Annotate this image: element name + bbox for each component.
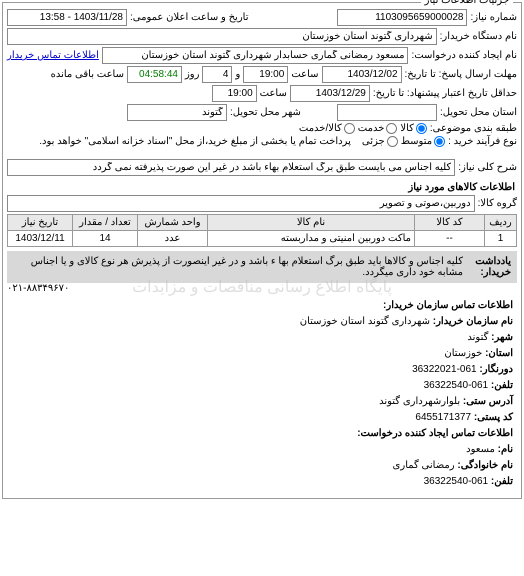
c-lname-label: نام خانوادگی:	[457, 460, 513, 471]
valid-date-input[interactable]	[290, 85, 370, 102]
class-opt-1-label: خدمت	[358, 123, 385, 134]
c-lname: رمضانی گماری	[393, 460, 455, 471]
deliver-city-label: شهر محل تحویل:	[230, 107, 301, 118]
class-opt-1[interactable]: خدمت	[358, 123, 398, 134]
process-label: نوع فرآیند خرید :	[448, 136, 517, 147]
public-dt-input[interactable]	[7, 9, 127, 26]
requester-label: نام ایجاد کننده درخواست:	[411, 50, 517, 61]
buyer-input[interactable]	[7, 28, 437, 45]
table-row: 1 -- ماکت دوربین امنیتی و مداربسته عدد 1…	[8, 231, 517, 247]
c-tel2-label: تلفن:	[491, 476, 513, 487]
valid-time-label: ساعت	[260, 88, 287, 99]
deadline-label: مهلت ارسال پاسخ: تا تاریخ:	[405, 69, 517, 80]
need-no-input[interactable]	[337, 9, 467, 26]
th-4: تعداد / مقدار	[73, 215, 138, 231]
td-3: عدد	[138, 231, 208, 247]
th-5: تاریخ نیاز	[8, 215, 73, 231]
contact-section: اطلاعات تماس سازمان خریدار: نام سازمان خ…	[7, 294, 517, 494]
process-note: پرداخت تمام یا بخشی از مبلغ خرید،از محل …	[39, 136, 351, 147]
td-4: 14	[73, 231, 138, 247]
process-opt-0-label: متوسط	[401, 136, 432, 147]
th-0: ردیف	[485, 215, 517, 231]
remain-input	[127, 66, 182, 83]
th-2: نام کالا	[208, 215, 415, 231]
buyer-label: نام دستگاه خریدار:	[440, 31, 517, 42]
th-1: کد کالا	[415, 215, 485, 231]
c-org: شهرداری گتوند استان خوزستان	[300, 316, 430, 327]
class-opt-2-label: کالا/خدمت	[299, 123, 342, 134]
goods-group-input[interactable]	[7, 195, 475, 212]
c-addr: بلوارشهرداری گتوند	[379, 396, 460, 407]
c-name: مسعود	[466, 444, 495, 455]
days-and: و	[235, 69, 240, 80]
valid-time-input[interactable]	[212, 85, 257, 102]
contact-title: اطلاعات تماس سازمان خریدار:	[11, 298, 513, 314]
class-opt-2[interactable]: کالا/خدمت	[299, 123, 355, 134]
goods-table: ردیف کد کالا نام کالا واحد شمارش تعداد /…	[7, 214, 517, 247]
c-addr-label: آدرس ستی:	[463, 396, 513, 407]
c-fax-label: دورنگار:	[479, 364, 513, 375]
process-opt-1-label: جزئی	[362, 136, 385, 147]
process-radio-0[interactable]	[434, 136, 445, 147]
class-opt-0[interactable]: کالا	[400, 123, 427, 134]
valid-label: حداقل تاریخ اعتبار پیشنهاد: تا تاریخ:	[373, 88, 517, 99]
deadline-date-input[interactable]	[322, 66, 402, 83]
deliver-loc-label: استان محل تحویل:	[440, 107, 517, 118]
c-tel-label: تلفن:	[491, 380, 513, 391]
td-5: 1403/12/11	[8, 231, 73, 247]
c-province-label: استان:	[485, 348, 513, 359]
deliver-loc-input[interactable]	[337, 104, 437, 121]
c-city: گتوند	[467, 332, 488, 343]
class-label: طبقه بندی موضوعی:	[430, 123, 517, 134]
c-province: خوزستان	[444, 348, 482, 359]
watermark: پایگاه اطلاع رسانی مناقصات و مزایدات	[7, 277, 517, 297]
td-2: ماکت دوربین امنیتی و مداربسته	[208, 231, 415, 247]
desc-input[interactable]	[7, 159, 455, 176]
requester-input[interactable]	[102, 47, 409, 64]
desc-label: شرح کلی نیاز:	[458, 162, 517, 173]
deadline-time-label: ساعت	[291, 69, 318, 80]
process-opt-1[interactable]: جزئی	[362, 136, 398, 147]
td-0: 1	[485, 231, 517, 247]
deadline-time-input[interactable]	[243, 66, 288, 83]
contact-link[interactable]: اطلاعات تماس خریدار	[7, 50, 99, 61]
goods-group-label: گروه کالا:	[478, 198, 517, 209]
class-radio-2[interactable]	[344, 123, 355, 134]
goods-title: اطلاعات کالاهای مورد نیاز	[9, 182, 515, 193]
c-tel2: 061-36322540	[424, 476, 489, 487]
class-opt-0-label: کالا	[400, 123, 414, 134]
days-unit: روز	[185, 69, 200, 80]
public-dt-label: تاریخ و ساعت اعلان عمومی:	[130, 12, 249, 23]
details-panel: جزئیات اطلاعات نیاز شماره نیاز: تاریخ و …	[2, 2, 522, 499]
process-radio-1[interactable]	[387, 136, 398, 147]
table-header-row: ردیف کد کالا نام کالا واحد شمارش تعداد /…	[8, 215, 517, 231]
c-req-title: اطلاعات تماس ایجاد کننده درخواست:	[11, 426, 513, 442]
deliver-city-input[interactable]	[127, 104, 227, 121]
c-postal: 6455171377	[415, 412, 471, 423]
days-input[interactable]	[202, 66, 232, 83]
panel-title: جزئیات اطلاعات نیاز	[421, 0, 513, 6]
td-1: --	[415, 231, 485, 247]
class-radio-0[interactable]	[416, 123, 427, 134]
c-city-label: شهر:	[491, 332, 513, 343]
c-fax: 061-36322021	[412, 364, 477, 375]
class-radio-1[interactable]	[386, 123, 397, 134]
th-3: واحد شمارش	[138, 215, 208, 231]
c-name-label: نام:	[498, 444, 513, 455]
c-tel: 061-36322540	[424, 380, 489, 391]
remain-label: ساعت باقی مانده	[51, 69, 124, 80]
c-org-label: نام سازمان خریدار:	[433, 316, 513, 327]
process-opt-0[interactable]: متوسط	[401, 136, 445, 147]
c-postal-label: کد پستی:	[474, 412, 513, 423]
need-no-label: شماره نیاز:	[470, 12, 517, 23]
